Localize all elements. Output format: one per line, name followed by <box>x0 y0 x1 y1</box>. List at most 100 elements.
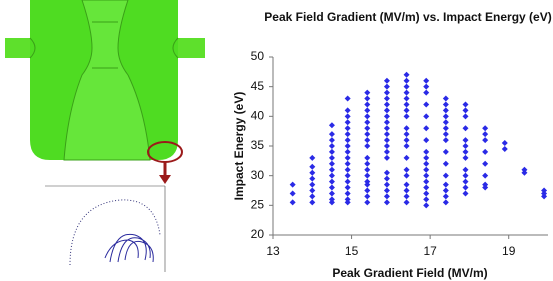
point <box>404 137 410 143</box>
point <box>404 113 410 119</box>
point <box>384 149 390 155</box>
point <box>443 96 449 102</box>
point <box>384 96 390 102</box>
point <box>423 179 429 185</box>
point <box>364 199 370 205</box>
point <box>404 96 410 102</box>
point <box>364 161 370 167</box>
point <box>404 107 410 113</box>
point <box>384 119 390 125</box>
point <box>345 185 351 191</box>
x-tick-label: 15 <box>345 244 359 258</box>
point <box>345 190 351 196</box>
point <box>364 96 370 102</box>
point <box>423 155 429 161</box>
point <box>329 149 335 155</box>
point <box>329 185 335 191</box>
point <box>423 113 429 119</box>
point <box>502 140 508 146</box>
point <box>329 143 335 149</box>
point <box>345 96 351 102</box>
point <box>364 119 370 125</box>
point <box>443 101 449 107</box>
point <box>463 125 469 131</box>
point <box>364 101 370 107</box>
point <box>309 193 315 199</box>
point <box>443 113 449 119</box>
point <box>384 107 390 113</box>
trajectory-loops <box>105 234 153 262</box>
y-tick-label: 50 <box>251 49 265 63</box>
point <box>443 125 449 131</box>
point <box>364 125 370 131</box>
point <box>482 137 488 143</box>
point <box>423 101 429 107</box>
point <box>404 188 410 194</box>
y-tick-label: 45 <box>251 79 265 93</box>
point <box>345 173 351 179</box>
point <box>423 185 429 191</box>
point <box>423 202 429 208</box>
y-tick-label: 30 <box>251 168 265 182</box>
point <box>404 193 410 199</box>
point <box>329 173 335 179</box>
point <box>364 155 370 161</box>
point <box>443 193 449 199</box>
point <box>463 173 469 179</box>
x-tick-label: 17 <box>423 244 437 258</box>
point <box>364 173 370 179</box>
point <box>364 193 370 199</box>
point <box>423 161 429 167</box>
point <box>364 143 370 149</box>
point <box>404 131 410 137</box>
point <box>329 167 335 173</box>
point <box>384 131 390 137</box>
point <box>345 167 351 173</box>
point <box>345 131 351 137</box>
point <box>384 182 390 188</box>
x-tick-label: 13 <box>266 244 280 258</box>
point <box>290 182 296 188</box>
point <box>423 90 429 96</box>
point <box>463 190 469 196</box>
point <box>329 161 335 167</box>
point <box>423 196 429 202</box>
point <box>384 113 390 119</box>
point <box>482 131 488 137</box>
point <box>364 113 370 119</box>
point <box>345 107 351 113</box>
point <box>384 101 390 107</box>
point <box>443 131 449 137</box>
point <box>404 90 410 96</box>
point <box>345 161 351 167</box>
point <box>404 167 410 173</box>
point <box>309 170 315 176</box>
point <box>423 167 429 173</box>
point <box>443 107 449 113</box>
point <box>290 199 296 205</box>
point <box>463 149 469 155</box>
y-axis-label: Impact Energy (eV) <box>232 92 246 201</box>
point <box>384 170 390 176</box>
point <box>443 199 449 205</box>
point <box>364 137 370 143</box>
point <box>443 137 449 143</box>
point <box>423 125 429 131</box>
point <box>345 179 351 185</box>
point <box>443 173 449 179</box>
x-axis-label: Peak Gradient Field (MV/m) <box>332 266 487 280</box>
point <box>443 161 449 167</box>
point <box>364 90 370 96</box>
point <box>345 125 351 131</box>
point <box>502 146 508 152</box>
point <box>404 78 410 84</box>
y-tick-label: 25 <box>251 198 265 212</box>
point <box>329 131 335 137</box>
point <box>443 119 449 125</box>
point <box>329 190 335 196</box>
point <box>404 125 410 131</box>
point <box>345 113 351 119</box>
point <box>345 137 351 143</box>
point <box>463 101 469 107</box>
chart-title: Peak Field Gradient (MV/m) vs. Impact En… <box>264 10 551 24</box>
